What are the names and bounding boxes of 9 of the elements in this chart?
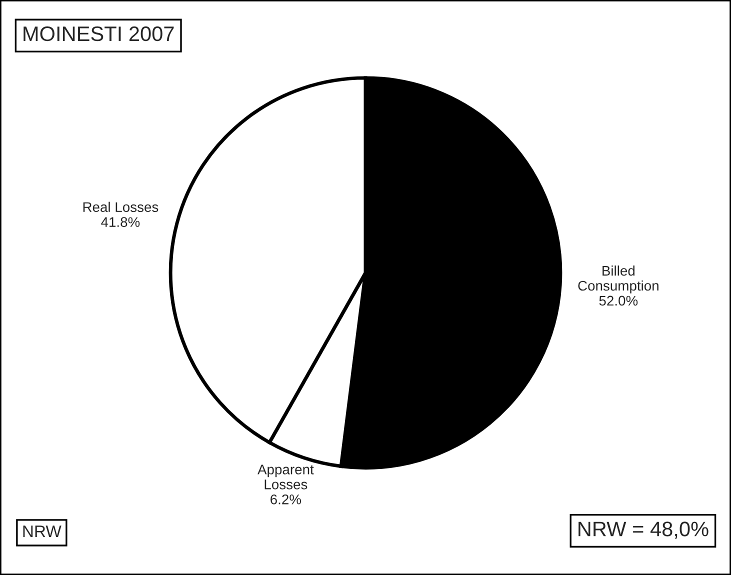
- text: NRW = 48,0%: [578, 522, 708, 539]
- slice-label: Billed Consumption: [578, 266, 658, 294]
- chart-title: MOINESTI 2007: [24, 26, 174, 42]
- text: NRW: [23, 526, 62, 538]
- data-label: 41.8%: [101, 217, 140, 227]
- slice-label: Apparent Losses: [258, 464, 314, 490]
- slice-label: Real Losses: [83, 202, 158, 212]
- data-label: 52.0%: [599, 296, 638, 306]
- data-label: 6.2%: [270, 494, 302, 504]
